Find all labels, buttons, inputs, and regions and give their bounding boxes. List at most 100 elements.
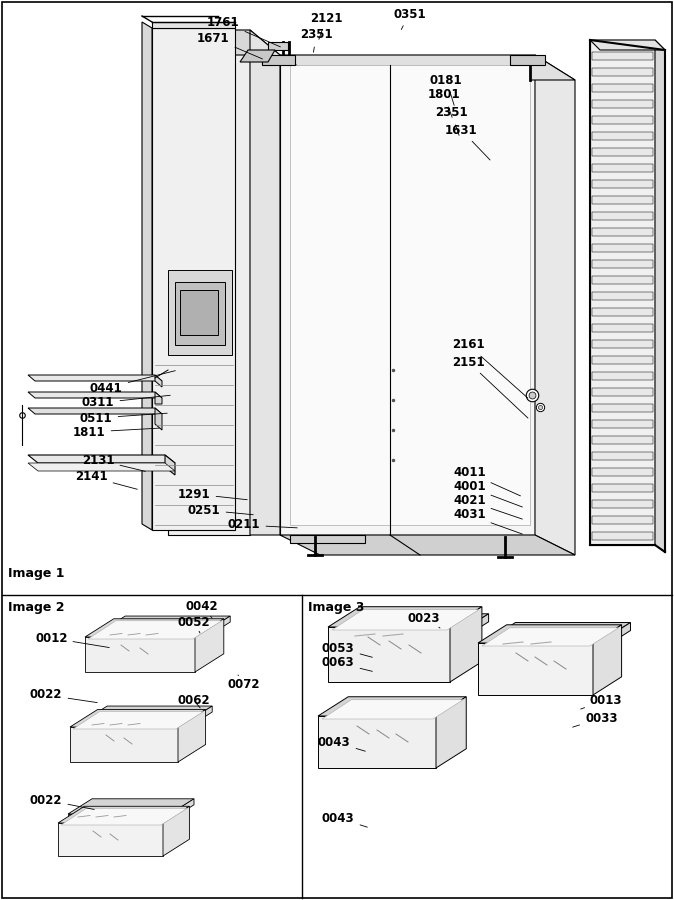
Polygon shape	[175, 282, 225, 345]
Polygon shape	[28, 408, 162, 414]
Text: 0043: 0043	[322, 812, 367, 827]
Text: 0251: 0251	[188, 503, 253, 517]
Polygon shape	[262, 55, 295, 65]
Polygon shape	[178, 709, 206, 762]
Polygon shape	[280, 535, 575, 555]
Text: 0012: 0012	[35, 632, 109, 647]
Text: 0511: 0511	[80, 411, 167, 425]
Polygon shape	[328, 607, 482, 627]
Polygon shape	[592, 132, 653, 140]
Text: 2121: 2121	[310, 12, 342, 40]
Polygon shape	[592, 196, 653, 204]
Polygon shape	[592, 372, 653, 380]
Polygon shape	[240, 50, 275, 62]
Polygon shape	[328, 627, 450, 682]
Text: 2351: 2351	[300, 29, 333, 52]
Polygon shape	[592, 164, 653, 172]
Polygon shape	[592, 52, 653, 60]
Text: 2351: 2351	[435, 106, 468, 135]
Polygon shape	[592, 276, 653, 284]
Polygon shape	[460, 614, 489, 640]
Polygon shape	[155, 392, 162, 404]
Polygon shape	[168, 30, 250, 535]
Polygon shape	[592, 260, 653, 268]
Text: 0072: 0072	[228, 675, 260, 691]
Polygon shape	[592, 404, 653, 412]
Polygon shape	[290, 535, 365, 543]
Text: 2161: 2161	[452, 338, 528, 398]
Text: 0023: 0023	[408, 611, 441, 628]
Polygon shape	[70, 709, 206, 727]
Text: 0311: 0311	[82, 395, 171, 410]
Polygon shape	[332, 609, 479, 630]
Polygon shape	[592, 244, 653, 252]
Text: 0441: 0441	[90, 371, 175, 394]
Polygon shape	[70, 727, 178, 762]
Polygon shape	[478, 625, 621, 643]
Polygon shape	[88, 621, 222, 639]
Polygon shape	[58, 806, 189, 823]
Polygon shape	[61, 808, 187, 825]
Polygon shape	[82, 722, 187, 728]
Polygon shape	[592, 84, 653, 92]
Polygon shape	[155, 408, 162, 430]
Polygon shape	[592, 468, 653, 476]
Polygon shape	[592, 116, 653, 124]
Polygon shape	[340, 614, 489, 632]
Polygon shape	[205, 616, 231, 638]
Text: 0211: 0211	[228, 518, 297, 532]
Text: 0063: 0063	[322, 656, 372, 671]
Polygon shape	[82, 706, 212, 722]
Polygon shape	[142, 22, 152, 530]
Polygon shape	[510, 55, 545, 65]
Polygon shape	[592, 308, 653, 316]
Text: 0062: 0062	[178, 695, 210, 708]
Polygon shape	[592, 212, 653, 220]
Polygon shape	[592, 484, 653, 492]
Text: Image 3: Image 3	[308, 601, 365, 614]
Polygon shape	[250, 30, 280, 535]
Polygon shape	[68, 799, 194, 814]
Text: Image 2: Image 2	[8, 601, 65, 614]
Polygon shape	[268, 42, 288, 50]
Polygon shape	[592, 516, 653, 524]
Polygon shape	[152, 22, 235, 28]
Polygon shape	[28, 392, 162, 398]
Polygon shape	[592, 500, 653, 508]
Text: 0013: 0013	[580, 694, 623, 709]
Text: 0022: 0022	[30, 794, 94, 809]
Text: 0052: 0052	[178, 616, 210, 633]
Polygon shape	[590, 40, 655, 545]
Text: 4021: 4021	[453, 494, 522, 519]
Polygon shape	[28, 455, 175, 463]
Polygon shape	[187, 706, 212, 728]
Polygon shape	[340, 632, 460, 640]
Text: 0033: 0033	[573, 712, 617, 727]
Polygon shape	[155, 375, 162, 387]
Polygon shape	[488, 623, 630, 640]
Polygon shape	[152, 28, 235, 530]
Polygon shape	[592, 324, 653, 332]
Polygon shape	[85, 619, 224, 637]
Polygon shape	[478, 643, 593, 695]
Text: 1291: 1291	[178, 488, 247, 500]
Polygon shape	[482, 628, 619, 646]
Polygon shape	[535, 55, 575, 555]
Polygon shape	[593, 625, 621, 695]
Polygon shape	[592, 292, 653, 300]
Polygon shape	[100, 616, 231, 632]
Polygon shape	[592, 388, 653, 396]
Polygon shape	[592, 180, 653, 188]
Polygon shape	[85, 637, 195, 672]
Polygon shape	[28, 375, 162, 381]
Polygon shape	[592, 452, 653, 460]
Text: 4011: 4011	[453, 466, 520, 496]
Polygon shape	[290, 65, 530, 525]
Polygon shape	[592, 532, 653, 540]
Polygon shape	[592, 228, 653, 236]
Polygon shape	[592, 420, 653, 428]
Polygon shape	[592, 356, 653, 364]
Polygon shape	[655, 40, 665, 552]
Polygon shape	[165, 455, 175, 475]
Polygon shape	[68, 814, 170, 820]
